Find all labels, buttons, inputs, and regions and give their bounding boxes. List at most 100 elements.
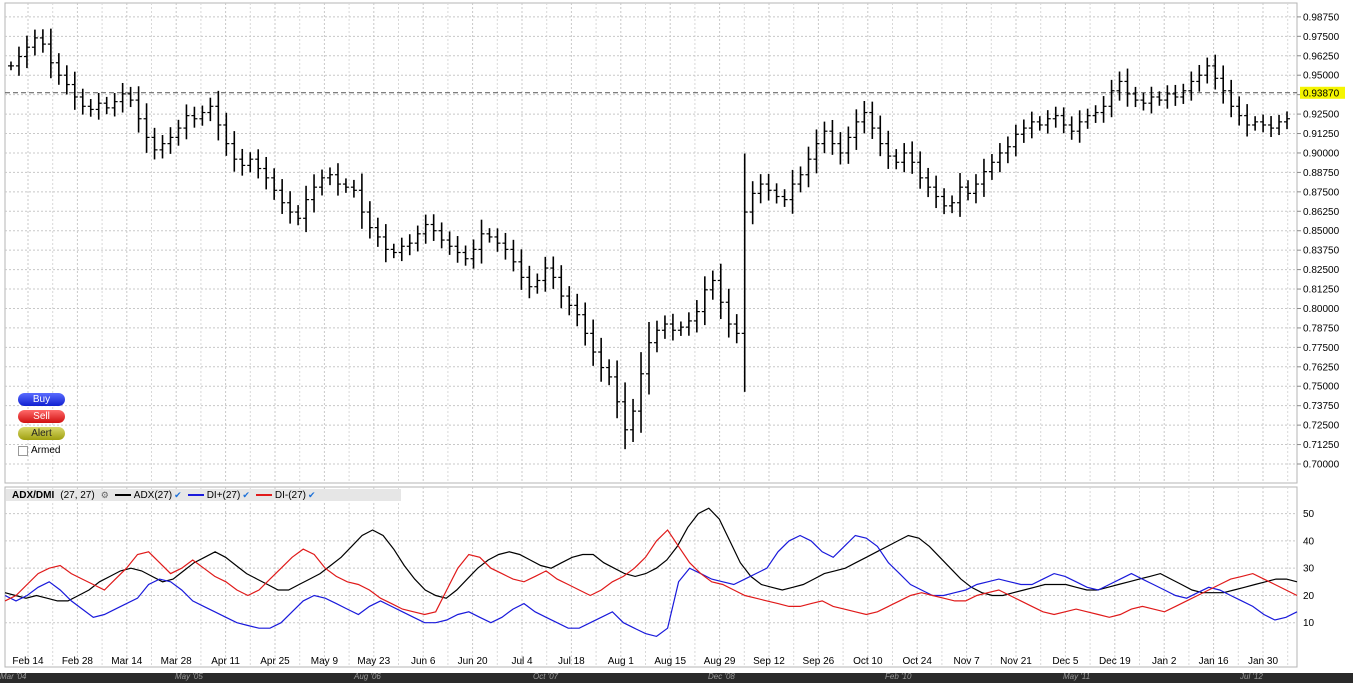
price-bar xyxy=(550,256,557,289)
price-bar xyxy=(1100,96,1107,123)
price-bar xyxy=(326,167,333,186)
price-tick-label: 0.96250 xyxy=(1303,51,1340,62)
price-bar xyxy=(781,189,788,207)
date-tick-label: Aug 15 xyxy=(654,656,686,667)
price-bar xyxy=(638,352,645,433)
price-tick-label: 0.85000 xyxy=(1303,226,1340,237)
indicator-title: ADX/DMI xyxy=(12,489,55,501)
price-bar xyxy=(1068,116,1075,140)
check-icon[interactable]: ✔ xyxy=(174,489,182,500)
indicator-tick-label: 20 xyxy=(1303,591,1315,602)
timeline-label: Mar '04 xyxy=(0,672,27,681)
price-bar xyxy=(518,249,525,290)
price-bar xyxy=(247,152,254,173)
date-tick-label: Feb 14 xyxy=(12,656,44,667)
price-bar xyxy=(566,286,573,316)
price-bar xyxy=(398,237,405,262)
price-bar xyxy=(606,359,613,386)
price-bar xyxy=(470,239,477,269)
indicator-tick-label: 50 xyxy=(1303,509,1315,520)
indicator-series-line xyxy=(4,529,1298,618)
price-bar xyxy=(1164,85,1171,109)
settings-icon[interactable]: ⚙ xyxy=(100,489,109,500)
price-bar xyxy=(1228,79,1235,118)
price-bar xyxy=(909,141,916,174)
price-bar xyxy=(103,96,110,115)
price-bar xyxy=(749,181,756,225)
price-bar xyxy=(972,174,979,204)
price-bar xyxy=(7,61,14,71)
indicator-axis: 50 40 30 20 10 xyxy=(1303,509,1315,629)
sell-button[interactable]: Sell xyxy=(18,410,65,423)
price-bar xyxy=(693,300,700,333)
check-icon[interactable]: ✔ xyxy=(242,489,250,500)
timeline-scrollbar[interactable]: Mar '04 May '05 Aug '06 Oct '07 Dec '08 Feb '… xyxy=(0,672,1353,683)
price-bar xyxy=(55,53,62,85)
price-bar xyxy=(653,320,660,353)
price-tick-label: 0.97500 xyxy=(1303,32,1340,43)
price-bar xyxy=(279,179,286,214)
price-bar xyxy=(885,130,892,169)
date-tick-label: Sep 12 xyxy=(753,656,785,667)
date-tick-label: Dec 5 xyxy=(1052,656,1079,667)
price-bar xyxy=(837,132,844,165)
price-bar xyxy=(1276,114,1283,136)
legend-di-minus[interactable]: DI-(27) ✔ xyxy=(255,489,316,501)
price-bar xyxy=(119,82,126,113)
price-tick-label: 0.75000 xyxy=(1303,382,1340,393)
price-bar xyxy=(821,121,828,154)
price-tick-label: 0.70000 xyxy=(1303,460,1340,471)
indicator-legend: ADX/DMI (27, 27) ⚙ ADX(27) ✔ DI+(27) ✔ DI-… xyxy=(6,489,401,501)
price-bar xyxy=(709,270,716,300)
legend-adx[interactable]: ADX(27) ✔ xyxy=(114,489,182,501)
price-bar xyxy=(1116,71,1123,101)
price-bar xyxy=(422,214,429,244)
check-icon[interactable]: ✔ xyxy=(307,489,316,500)
price-bar xyxy=(350,179,357,198)
armed-label: Armed xyxy=(31,445,61,456)
price-tick-label: 0.98750 xyxy=(1303,12,1340,23)
date-tick-label: Mar 14 xyxy=(111,656,143,667)
date-tick-label: Apr 25 xyxy=(260,656,290,667)
price-bar xyxy=(382,224,389,263)
price-bar xyxy=(805,146,812,188)
legend-di-plus[interactable]: DI+(27) ✔ xyxy=(187,489,250,501)
buy-button[interactable]: Buy xyxy=(18,393,65,406)
price-tick-label: 0.81250 xyxy=(1303,285,1340,296)
price-bar xyxy=(925,167,932,198)
price-bar xyxy=(183,104,190,140)
date-tick-label: Feb 28 xyxy=(62,656,94,667)
date-tick-label: Jan 30 xyxy=(1248,656,1278,667)
date-tick-label: Sep 26 xyxy=(803,656,835,667)
armed-toggle[interactable]: Armed xyxy=(18,445,60,456)
price-bar xyxy=(446,231,453,255)
price-bar xyxy=(15,46,22,76)
price-bar xyxy=(127,86,134,108)
alert-button[interactable]: Alert xyxy=(18,427,65,440)
price-bar xyxy=(191,106,198,128)
price-bar xyxy=(725,288,732,338)
timeline-label: May '11 xyxy=(1063,672,1091,681)
price-bar xyxy=(366,201,373,239)
price-bar xyxy=(1188,71,1195,101)
price-bar xyxy=(1140,92,1147,111)
indicator-params: (27, 27) xyxy=(60,489,95,501)
price-bar xyxy=(1212,54,1219,90)
price-bar xyxy=(797,166,804,193)
price-bar xyxy=(1036,116,1043,131)
price-bar xyxy=(1108,79,1115,118)
indicator-tick-label: 40 xyxy=(1303,536,1315,547)
price-bar xyxy=(23,35,30,69)
armed-checkbox[interactable] xyxy=(18,445,28,456)
price-bar xyxy=(438,222,445,249)
price-bar xyxy=(677,321,684,336)
date-tick-label: Jul 4 xyxy=(511,656,533,667)
price-grid xyxy=(4,2,1298,484)
date-tick-label: Aug 1 xyxy=(608,656,635,667)
price-bar xyxy=(741,153,748,392)
price-bar xyxy=(454,236,461,263)
price-bar xyxy=(1124,68,1131,107)
price-bar xyxy=(95,92,102,120)
price-bar xyxy=(231,131,238,172)
